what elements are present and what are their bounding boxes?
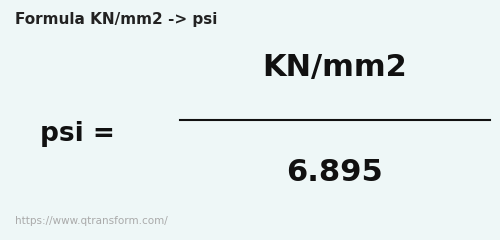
Text: 6.895: 6.895 [286,158,384,187]
Text: Formula KN/mm2 -> psi: Formula KN/mm2 -> psi [15,12,218,27]
Text: https://www.qtransform.com/: https://www.qtransform.com/ [15,216,168,226]
Text: KN/mm2: KN/mm2 [262,53,408,82]
Text: psi =: psi = [40,121,115,147]
